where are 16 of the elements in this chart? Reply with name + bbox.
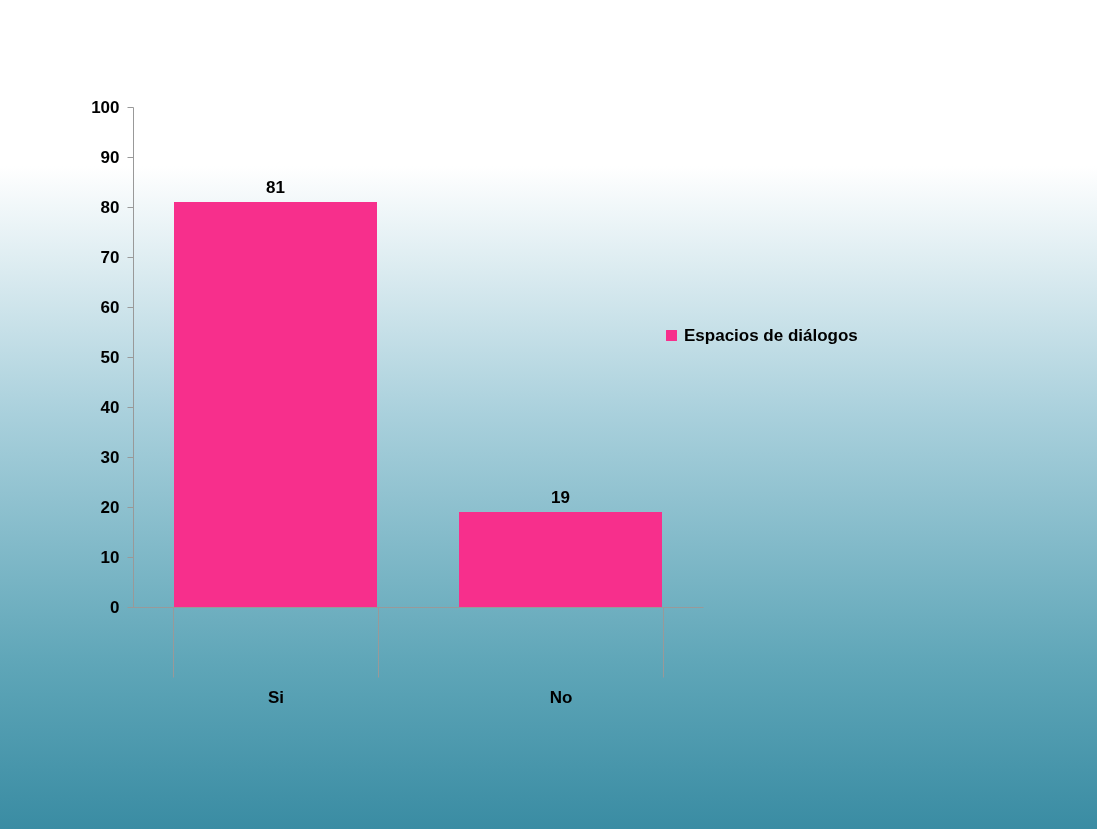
x-tick-label: No (549, 687, 573, 707)
y-tick-label: 0 (110, 597, 120, 617)
y-tick-label: 30 (100, 447, 120, 467)
data-label: 19 (551, 488, 570, 507)
legend-label: Espacios de diálogos (684, 325, 858, 345)
y-tick-label: 100 (91, 97, 120, 117)
x-tick-label: Si (267, 687, 285, 707)
y-tick-label: 40 (100, 397, 120, 417)
data-label: 81 (266, 178, 285, 197)
y-tick-label: 90 (100, 147, 120, 167)
y-tick-label: 20 (100, 497, 120, 517)
y-tick-label: 60 (100, 297, 120, 317)
y-tick-label: 80 (100, 197, 120, 217)
y-tick-label: 70 (100, 247, 120, 267)
y-tick-label: 10 (100, 547, 120, 567)
y-tick-label: 50 (100, 347, 120, 367)
